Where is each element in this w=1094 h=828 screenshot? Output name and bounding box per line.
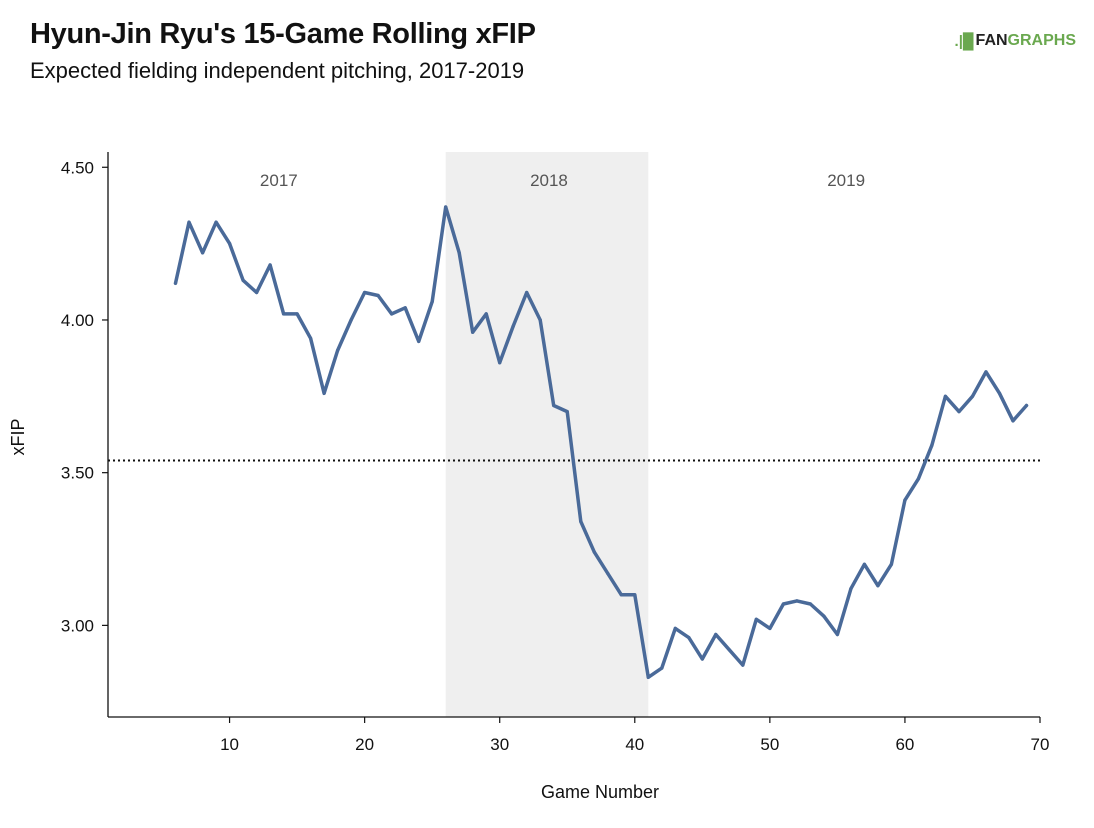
xfip-data-point	[889, 562, 894, 566]
y-axis-title: xFIP	[8, 418, 28, 455]
xfip-data-point	[714, 632, 718, 637]
logo-mark-icon: .|█	[954, 32, 974, 50]
chart-subtitle: Expected fielding independent pitching, …	[30, 58, 525, 83]
xfip-data-point	[849, 587, 853, 591]
xfip-data-point	[930, 443, 934, 447]
xfip-data-point	[228, 242, 232, 246]
xfip-data-point	[403, 306, 407, 310]
y-tick-label: 3.00	[61, 616, 94, 635]
xfip-data-point	[768, 626, 772, 631]
xfip-data-point	[606, 571, 610, 576]
xfip-data-point	[187, 220, 191, 224]
xfip-data-point	[646, 675, 650, 679]
period-band-2018	[445, 152, 649, 717]
y-tick-label: 3.50	[61, 464, 94, 483]
xfip-data-point	[363, 290, 367, 295]
xfip-data-point	[565, 410, 569, 414]
x-tick-label: 60	[895, 735, 914, 754]
xfip-data-point	[916, 477, 921, 481]
xfip-data-point	[457, 251, 461, 255]
xfip-data-point	[687, 636, 691, 640]
xfip-data-point	[282, 312, 286, 316]
xfip-data-point	[552, 403, 556, 408]
xfip-data-point	[214, 220, 218, 224]
xfip-data-point	[579, 519, 583, 524]
xfip-data-point	[943, 394, 948, 398]
x-tick-label: 50	[760, 735, 779, 754]
xfip-data-point	[1011, 419, 1015, 423]
xfip-data-point	[700, 657, 704, 661]
xfip-data-point	[795, 599, 799, 603]
xfip-data-point	[633, 593, 637, 597]
xfip-data-point	[295, 312, 299, 316]
xfip-data-point	[741, 663, 745, 667]
xfip-data-point	[390, 312, 394, 316]
xfip-data-point	[970, 394, 975, 398]
xfip-data-point	[349, 318, 353, 322]
x-tick-label: 40	[625, 735, 644, 754]
xfip-data-point	[984, 370, 988, 374]
xfip-data-point	[417, 339, 421, 343]
xfip-data-point	[484, 312, 488, 316]
xfip-data-point	[201, 251, 205, 255]
logo-text-fan: FAN	[975, 32, 1008, 49]
xfip-data-point	[754, 617, 758, 621]
xfip-data-point	[781, 602, 786, 606]
x-tick-label: 30	[490, 735, 509, 754]
xfip-data-point	[336, 348, 340, 353]
x-axis-title: Game Number	[541, 782, 659, 802]
chart-title: Hyun-Jin Ryu's 15-Game Rolling xFIP	[30, 18, 536, 50]
xfip-data-point	[862, 562, 867, 566]
x-tick-label: 70	[1031, 735, 1050, 754]
xfip-data-point	[255, 290, 259, 295]
xfip-data-point	[835, 632, 840, 637]
period-label-2018: 2018	[530, 171, 568, 190]
xfip-series-line	[173, 205, 1029, 680]
xfip-data-point	[903, 498, 907, 502]
y-tick-label: 4.50	[61, 158, 94, 177]
xfip-data-point	[997, 391, 1002, 395]
y-tick-label: 4.00	[61, 311, 94, 330]
xfip-data-point	[471, 330, 475, 334]
xfip-data-point	[808, 602, 813, 606]
xfip-data-point	[444, 205, 448, 209]
xfip-data-point	[525, 290, 529, 295]
xfip-data-point	[241, 278, 245, 282]
xfip-data-point	[511, 324, 515, 328]
x-tick-label: 10	[220, 735, 239, 754]
xfip-data-point	[592, 550, 596, 554]
xfip-data-point	[173, 281, 178, 285]
xfip-data-point	[309, 336, 313, 340]
xfip-data-point	[673, 626, 677, 631]
xfip-data-point	[376, 293, 380, 298]
xfip-data-point	[1024, 403, 1029, 408]
xfip-data-point	[727, 648, 731, 652]
xfip-data-point	[322, 391, 326, 395]
xfip-data-point	[538, 318, 542, 322]
logo-text-graphs: GRAPHS	[1007, 32, 1076, 49]
fangraphs-logo: .|█ FAN GRAPHS	[955, 32, 1076, 50]
xfip-data-point	[268, 263, 272, 267]
period-label-2019: 2019	[827, 171, 865, 190]
x-tick-label: 20	[355, 735, 374, 754]
xfip-data-point	[660, 666, 664, 670]
xfip-data-point	[957, 410, 961, 414]
xfip-data-point	[619, 593, 623, 597]
xfip-data-point	[876, 584, 880, 588]
period-label-2017: 2017	[260, 171, 298, 190]
xfip-data-point	[498, 361, 502, 365]
xfip-data-point	[430, 300, 434, 304]
xfip-data-point	[822, 614, 826, 618]
